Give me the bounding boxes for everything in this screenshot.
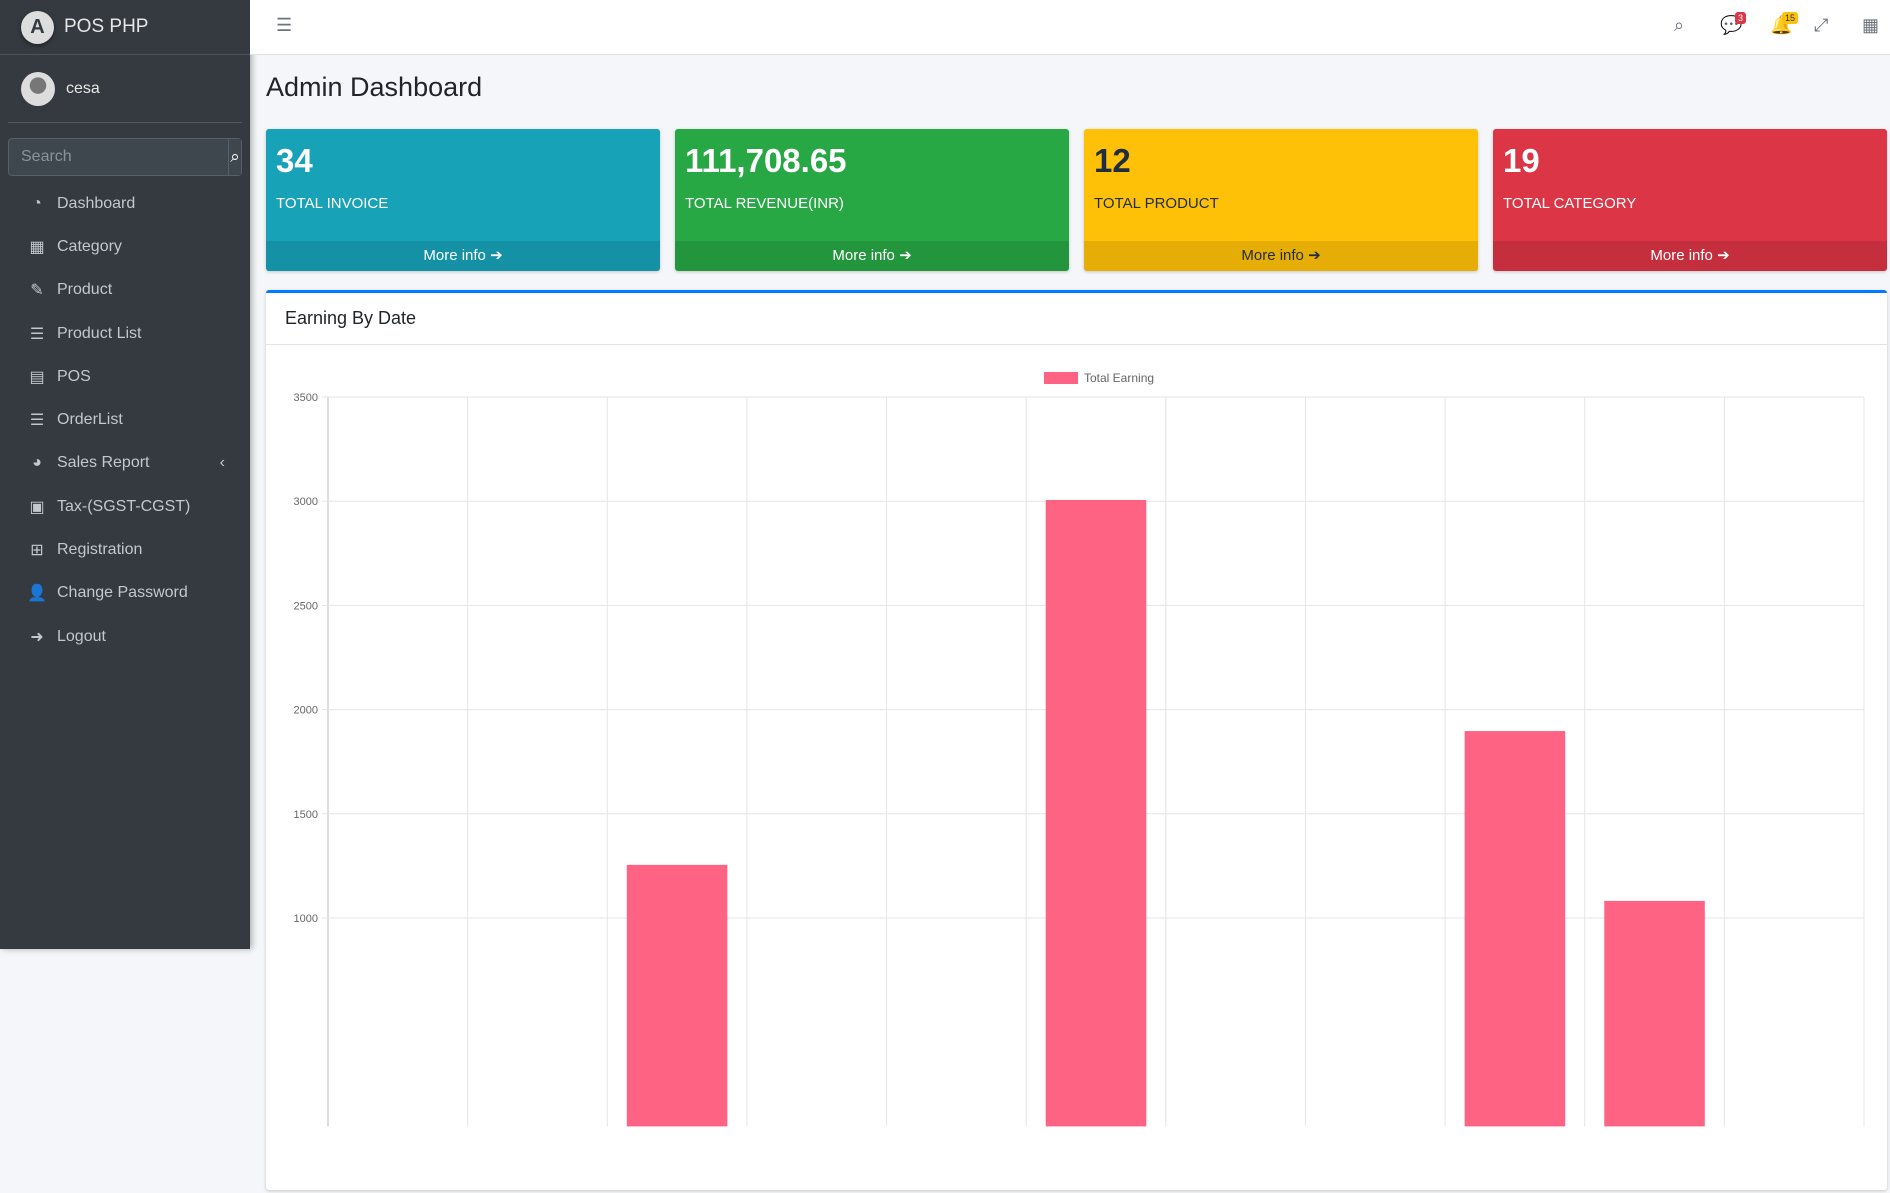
- avatar: [21, 71, 55, 106]
- sidebar-item-label: OrderList: [57, 411, 123, 429]
- sidebar-item-dashboard[interactable]: ◔ Dashboard: [0, 182, 250, 225]
- user-name: cesa: [66, 79, 100, 97]
- sidebar-item-label: Registration: [57, 541, 143, 559]
- search-icon: ⌕: [230, 147, 240, 166]
- more-info-link[interactable]: More info ➔: [675, 241, 1069, 271]
- messages-badge: 3: [1735, 12, 1747, 24]
- y-tick-label: 3500: [294, 392, 318, 404]
- stat-label: TOTAL PRODUCT: [1094, 195, 1219, 212]
- legend-label: Total Earning: [1084, 371, 1154, 385]
- table-icon: ▦: [29, 238, 45, 256]
- arrow-circle-right-icon: ➔: [490, 247, 503, 264]
- sidebar-item-orderlist[interactable]: ☰ OrderList: [0, 398, 250, 441]
- bar: [1604, 900, 1705, 1127]
- brand-logo: A: [21, 10, 54, 44]
- tachometer-icon: ◔: [32, 194, 42, 212]
- stat-label: TOTAL REVENUE(INR): [685, 195, 844, 212]
- sidebar-item-label: Sales Report: [57, 454, 150, 472]
- user-lock-icon: 👤: [27, 585, 47, 603]
- y-tick-label: 1000: [294, 913, 318, 925]
- stat-card-total-category: 19 TOTAL CATEGORY More info ➔: [1493, 129, 1887, 271]
- sidebar-item-category[interactable]: ▦ Category: [0, 225, 250, 268]
- earning-chart-card: Earning By Date 1000 1500 2000 2500 3000 3500…: [266, 290, 1887, 1190]
- sidebar-item-label: Product List: [57, 324, 142, 342]
- bar: [626, 864, 728, 1127]
- stat-label: TOTAL CATEGORY: [1503, 195, 1637, 212]
- stat-card-total-product: 12 TOTAL PRODUCT More info ➔: [1084, 129, 1478, 271]
- control-sidebar-icon[interactable]: ▦: [1862, 15, 1880, 35]
- stat-value: 34: [276, 142, 313, 179]
- bar: [1045, 499, 1147, 1127]
- search-icon[interactable]: ⌕: [1674, 15, 1685, 35]
- list-icon: ☰: [29, 325, 45, 343]
- chart-card-title: Earning By Date: [266, 293, 1887, 345]
- sidebar-item-logout[interactable]: ➜ Logout: [0, 615, 250, 658]
- messages-icon[interactable]: 💬 3: [1720, 12, 1747, 36]
- more-info-link[interactable]: More info ➔: [266, 241, 660, 271]
- arrow-circle-right-icon: ➔: [899, 247, 912, 264]
- sidebar-item-product-list[interactable]: ☰ Product List: [0, 312, 250, 355]
- sign-out-icon: ➜: [30, 628, 44, 646]
- y-tick-label: 1500: [294, 809, 318, 821]
- y-tick-label: 2000: [294, 705, 318, 717]
- sidebar-item-pos[interactable]: ▤ POS: [0, 355, 250, 398]
- sidebar-item-label: Product: [57, 281, 113, 299]
- stat-card-total-invoice: 34 TOTAL INVOICE More info ➔: [266, 129, 660, 271]
- sidebar-item-tax-sgst-cgst[interactable]: ▣ Tax-(SGST-CGST): [0, 485, 250, 528]
- more-info-link[interactable]: More info ➔: [1493, 241, 1887, 271]
- sidebar: A POS PHP cesa ⌕ ◔ Dashboard ▦ Category ✎ Pro…: [0, 0, 250, 949]
- brand-link[interactable]: A POS PHP: [0, 0, 250, 55]
- chart-pie-icon: ◕: [32, 454, 42, 472]
- stat-label: TOTAL INVOICE: [276, 195, 389, 212]
- stat-value: 19: [1503, 142, 1540, 179]
- list-icon: ☰: [29, 412, 45, 430]
- stat-value: 111,708.65: [685, 142, 847, 179]
- sidebar-item-product[interactable]: ✎ Product: [0, 269, 250, 312]
- y-tick-label: 3000: [294, 496, 318, 508]
- plus-square-icon: ⊞: [30, 542, 44, 560]
- more-info-label: More info: [423, 247, 486, 264]
- sidebar-item-label: Change Password: [57, 584, 188, 602]
- more-info-link[interactable]: More info ➔: [1084, 241, 1478, 271]
- user-panel[interactable]: cesa: [8, 55, 242, 123]
- notifications-icon[interactable]: 🔔 15: [1770, 12, 1799, 36]
- earning-bar-chart: 1000 1500 2000 2500 3000 3500 Total Earning: [294, 371, 1865, 1127]
- sidebar-item-label: Logout: [57, 627, 106, 645]
- page-title: Admin Dashboard: [266, 72, 483, 102]
- sidebar-item-registration[interactable]: ⊞ Registration: [0, 528, 250, 571]
- sidebar-item-label: Dashboard: [57, 194, 136, 212]
- book-icon: ▤: [29, 368, 45, 386]
- more-info-label: More info: [832, 247, 895, 264]
- arrow-circle-right-icon: ➔: [1308, 247, 1321, 264]
- sidebar-item-label: Tax-(SGST-CGST): [57, 497, 191, 515]
- edit-icon: ✎: [30, 282, 44, 300]
- fullscreen-icon[interactable]: ⤢: [1814, 15, 1829, 35]
- notifications-badge: 15: [1782, 12, 1799, 24]
- sidebar-item-sales-report[interactable]: ◕ Sales Report ‹: [0, 442, 250, 485]
- stat-card-total-revenue-inr: 111,708.65 TOTAL REVENUE(INR) More info …: [675, 129, 1069, 271]
- more-info-label: More info: [1650, 247, 1713, 264]
- y-tick-label: 2500: [294, 600, 318, 612]
- sidebar-menu: ◔ Dashboard ▦ Category ✎ Product ☰ Product List…: [0, 182, 250, 658]
- more-info-label: More info: [1241, 247, 1304, 264]
- sidebar-search: ⌕: [8, 138, 242, 176]
- sidebar-item-change-password[interactable]: 👤 Change Password: [0, 572, 250, 615]
- sidebar-item-label: POS: [57, 367, 91, 385]
- bar: [1464, 731, 1566, 1127]
- arrow-circle-right-icon: ➔: [1717, 247, 1730, 264]
- search-input[interactable]: [9, 139, 228, 175]
- stat-value: 12: [1094, 142, 1131, 179]
- search-button[interactable]: ⌕: [228, 139, 241, 175]
- brand-name: POS PHP: [64, 16, 149, 37]
- hamburger-menu-icon[interactable]: ☰: [276, 15, 293, 35]
- topbar: ☰ ⌕ 💬 3 🔔 15 ⤢ ▦: [250, 0, 1890, 55]
- sidebar-item-label: Category: [57, 237, 122, 255]
- chevron-left-icon: ‹: [219, 454, 225, 472]
- calculator-icon: ▣: [29, 498, 45, 516]
- legend-swatch: [1044, 372, 1078, 384]
